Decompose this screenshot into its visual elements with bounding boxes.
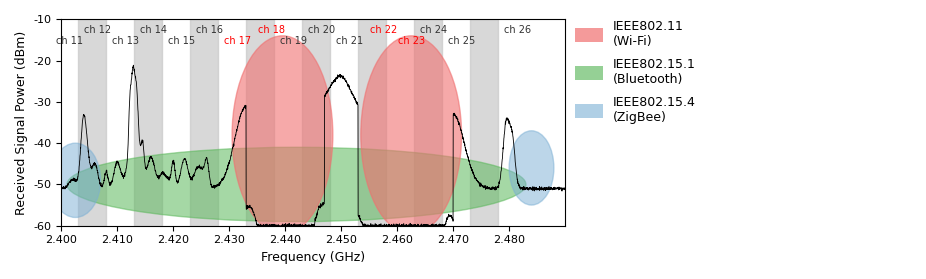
Text: ch 11: ch 11 [56, 36, 83, 46]
Ellipse shape [50, 143, 101, 217]
Text: ch 19: ch 19 [281, 36, 307, 46]
Text: ch 20: ch 20 [308, 25, 335, 35]
Bar [78, 19, 106, 226]
Bar [246, 19, 274, 226]
Text: ch 26: ch 26 [504, 25, 532, 35]
Bar [358, 19, 386, 226]
Text: ch 23: ch 23 [397, 36, 425, 46]
Text: ch 12: ch 12 [84, 25, 111, 35]
Ellipse shape [67, 147, 526, 222]
Text: ch 24: ch 24 [420, 25, 447, 35]
Text: ch 13: ch 13 [112, 36, 139, 46]
Text: ch 17: ch 17 [224, 36, 251, 46]
X-axis label: Frequency (GHz): Frequency (GHz) [261, 251, 366, 264]
Text: ch 14: ch 14 [140, 25, 168, 35]
Bar [470, 19, 498, 226]
Text: ch 18: ch 18 [257, 25, 285, 35]
Bar [414, 19, 442, 226]
Text: ch 22: ch 22 [369, 25, 397, 35]
Legend: IEEE802.11
(Wi-Fi), IEEE802.15.1
(Bluetooth), IEEE802.15.4
(ZigBee): IEEE802.11 (Wi-Fi), IEEE802.15.1 (Blueto… [570, 15, 700, 129]
Text: ch 21: ch 21 [336, 36, 363, 46]
Text: ch 25: ch 25 [448, 36, 475, 46]
Bar [302, 19, 330, 226]
Bar [190, 19, 219, 226]
Ellipse shape [361, 36, 461, 234]
Text: ch 16: ch 16 [196, 25, 223, 35]
Ellipse shape [509, 131, 554, 205]
Y-axis label: Received Signal Power (dBm): Received Signal Power (dBm) [15, 30, 28, 215]
Bar [134, 19, 162, 226]
Text: ch 15: ch 15 [169, 36, 195, 46]
Ellipse shape [232, 36, 332, 234]
